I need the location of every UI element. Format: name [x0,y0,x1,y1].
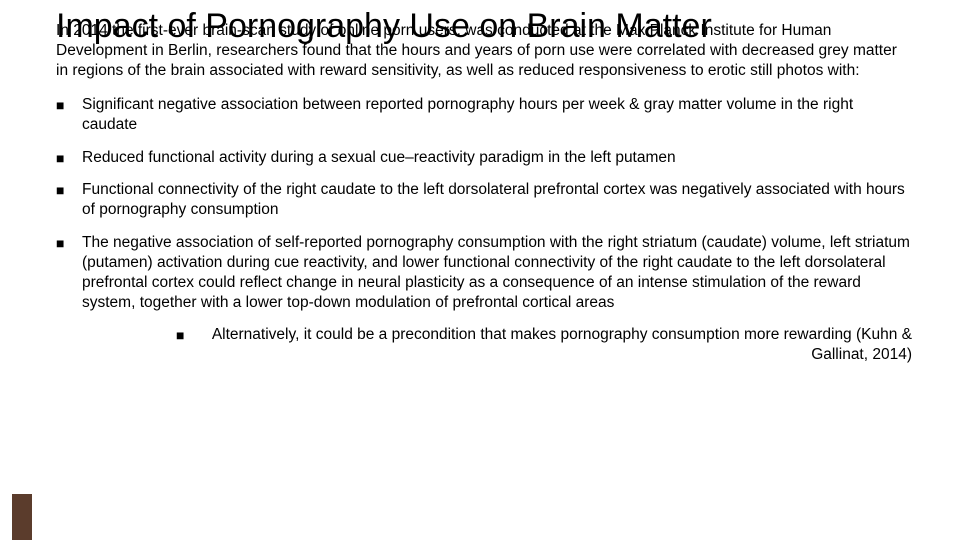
bullet-text: Significant negative association between… [82,95,912,135]
sub-bullet-text: Alternatively, it could be a preconditio… [202,325,912,365]
slide: Impact of Pornography Use on Brain Matte… [0,0,960,365]
bullet-text: Reduced functional activity during a sex… [82,148,676,168]
sub-bullet-list: ■ Alternatively, it could be a precondit… [56,325,912,365]
square-bullet-icon: ■ [176,325,202,345]
bullet-text: Functional connectivity of the right cau… [82,180,912,220]
list-item: ■ Alternatively, it could be a precondit… [176,325,912,365]
list-item: ■ The negative association of self-repor… [56,233,912,312]
list-item: ■ Significant negative association betwe… [56,95,912,135]
list-item: ■ Reduced functional activity during a s… [56,148,912,168]
square-bullet-icon: ■ [56,95,82,115]
bullet-list: ■ Significant negative association betwe… [56,95,912,313]
square-bullet-icon: ■ [56,148,82,168]
list-item: ■ Functional connectivity of the right c… [56,180,912,220]
square-bullet-icon: ■ [56,233,82,253]
accent-bar [12,494,32,540]
bullet-text: The negative association of self-reporte… [82,233,912,312]
square-bullet-icon: ■ [56,180,82,200]
intro-paragraph: In 2014 the first-ever brain-scan study … [56,21,912,80]
